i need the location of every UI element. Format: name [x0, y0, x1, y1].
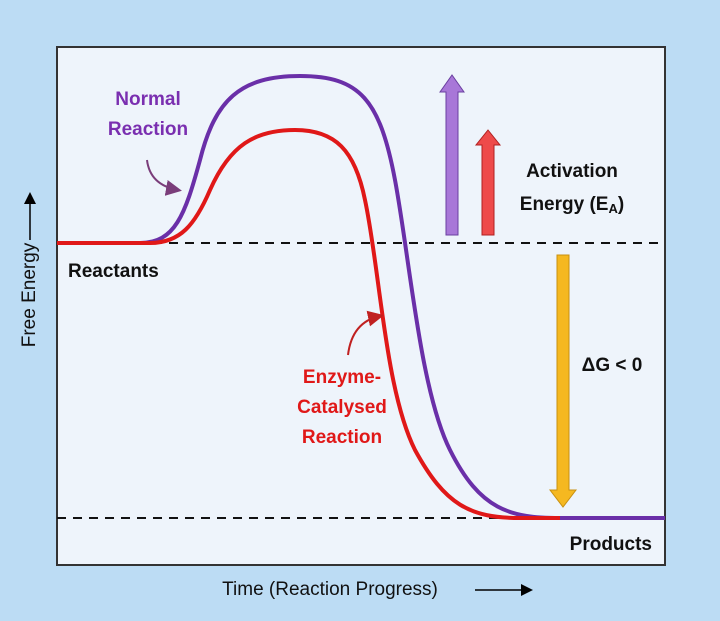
y-axis-label: Free Energy [19, 242, 40, 347]
products-label: Products [570, 534, 652, 555]
reactants-label: Reactants [68, 261, 159, 282]
activation-text: Energy (E [520, 194, 609, 215]
activation-subscript: A [608, 201, 618, 216]
x-axis-label: Time (Reaction Progress) [222, 579, 438, 600]
normal-activation-arrow [439, 74, 465, 236]
enzyme-activation-arrow [474, 129, 502, 236]
activation-label: Activation [526, 161, 618, 182]
enzyme-label: Enzyme- [303, 367, 381, 388]
normal-curve [57, 73, 665, 520]
enzyme-pointer [347, 310, 384, 356]
normal-label: Normal [115, 89, 180, 110]
enzyme-label: Catalysed [297, 397, 387, 418]
enzyme-curve [57, 127, 560, 520]
delta-g-label: ΔG < 0 [582, 355, 643, 376]
activation-label: Energy (EA) [520, 194, 624, 216]
activation-close: ) [618, 194, 624, 215]
normal-pointer [146, 159, 182, 196]
enzyme-label: Reaction [302, 427, 382, 448]
delta-g-arrow [548, 254, 578, 508]
normal-label: Reaction [108, 119, 188, 140]
